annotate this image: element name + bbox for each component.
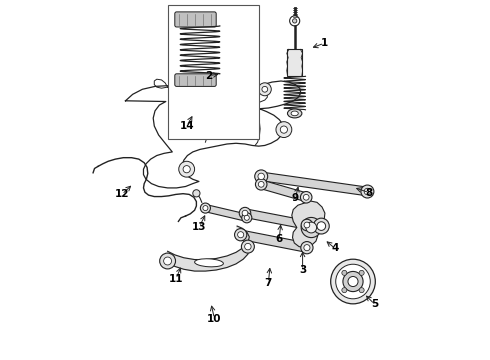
Polygon shape (168, 226, 249, 271)
Text: 4: 4 (331, 243, 339, 253)
Text: 8: 8 (366, 188, 373, 198)
Circle shape (200, 203, 210, 213)
Text: 14: 14 (179, 121, 194, 131)
Circle shape (258, 173, 265, 180)
Circle shape (293, 19, 297, 23)
Circle shape (245, 243, 251, 250)
Circle shape (203, 206, 208, 211)
Circle shape (364, 188, 370, 195)
Polygon shape (261, 172, 368, 196)
Text: 13: 13 (192, 222, 206, 232)
Circle shape (348, 276, 358, 287)
Circle shape (343, 271, 363, 292)
Circle shape (276, 122, 292, 138)
Circle shape (188, 84, 201, 96)
FancyBboxPatch shape (175, 74, 216, 86)
Circle shape (160, 253, 175, 269)
Circle shape (304, 222, 310, 228)
Circle shape (242, 213, 252, 223)
Circle shape (239, 207, 251, 219)
Circle shape (238, 232, 244, 238)
Circle shape (306, 222, 317, 233)
Circle shape (304, 245, 310, 251)
Circle shape (255, 170, 268, 183)
Circle shape (301, 217, 321, 238)
Text: 6: 6 (275, 234, 283, 244)
Bar (288, 49, 302, 76)
Polygon shape (244, 209, 308, 229)
Text: 1: 1 (320, 38, 328, 48)
Text: 2: 2 (205, 71, 213, 81)
Circle shape (242, 210, 248, 216)
Polygon shape (240, 230, 308, 252)
FancyBboxPatch shape (175, 12, 216, 27)
Polygon shape (205, 204, 247, 221)
Circle shape (235, 229, 247, 241)
Circle shape (258, 83, 271, 96)
Polygon shape (292, 201, 325, 248)
Circle shape (303, 194, 309, 200)
Circle shape (336, 264, 370, 299)
Text: 10: 10 (207, 314, 221, 324)
Text: 3: 3 (299, 265, 306, 275)
Circle shape (280, 126, 288, 133)
Circle shape (183, 166, 190, 173)
Circle shape (359, 270, 364, 275)
Circle shape (262, 86, 268, 92)
Circle shape (301, 219, 313, 231)
Circle shape (361, 185, 374, 198)
Circle shape (359, 288, 364, 293)
Circle shape (301, 242, 313, 254)
Circle shape (258, 181, 264, 187)
Ellipse shape (195, 259, 223, 267)
Circle shape (290, 16, 300, 26)
Ellipse shape (288, 109, 302, 118)
Circle shape (179, 161, 195, 177)
Circle shape (164, 257, 171, 265)
Circle shape (245, 215, 249, 220)
Circle shape (300, 192, 312, 203)
Text: 12: 12 (115, 189, 129, 199)
Text: 7: 7 (265, 278, 272, 288)
Circle shape (192, 87, 197, 93)
Polygon shape (260, 180, 307, 202)
Text: 9: 9 (292, 193, 299, 203)
Circle shape (342, 288, 347, 293)
Ellipse shape (291, 111, 298, 116)
Text: 11: 11 (169, 274, 183, 284)
Circle shape (317, 222, 326, 230)
Circle shape (242, 240, 254, 253)
Circle shape (314, 218, 329, 234)
Circle shape (255, 179, 267, 190)
Circle shape (342, 270, 347, 275)
Circle shape (331, 259, 375, 304)
Circle shape (193, 190, 200, 197)
Bar (168, 5, 259, 139)
Text: 5: 5 (371, 299, 378, 309)
